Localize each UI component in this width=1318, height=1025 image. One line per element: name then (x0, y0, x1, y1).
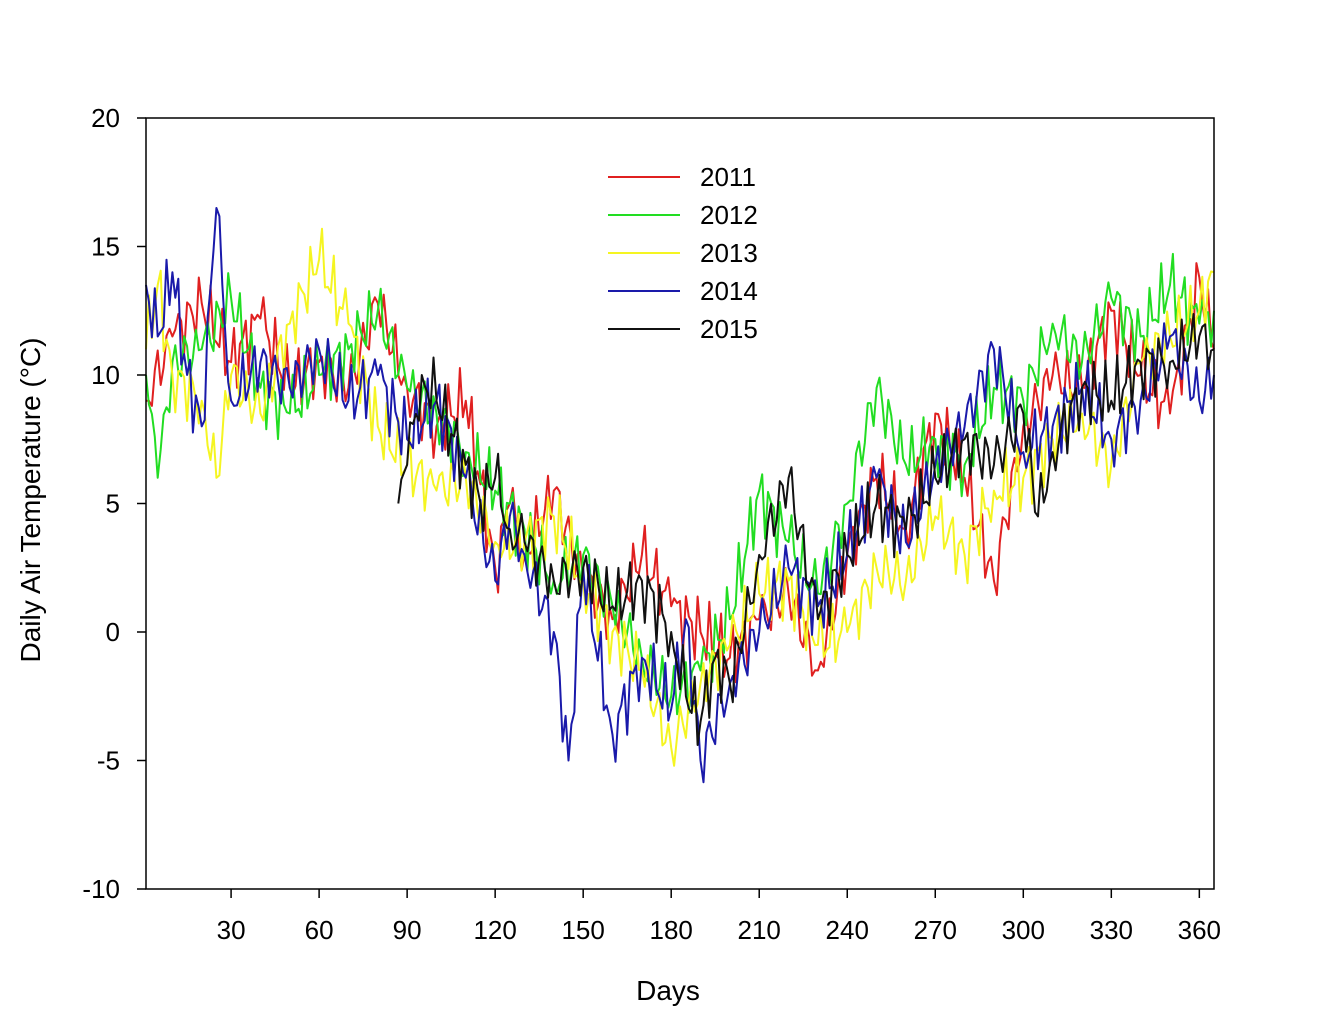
x-tick-label: 330 (1090, 915, 1133, 945)
legend-label: 2011 (700, 162, 756, 192)
y-tick-label: 20 (91, 103, 120, 133)
x-tick-label: 60 (305, 915, 334, 945)
series-line-2011 (145, 262, 1215, 684)
y-tick-label: 0 (106, 617, 120, 647)
x-tick-label: 150 (561, 915, 604, 945)
series-line-2015 (397, 313, 1215, 746)
x-tick-label: 240 (826, 915, 869, 945)
x-tick-label: 210 (738, 915, 781, 945)
x-axis: 30 60 90 120 150 180 210 240 270 300 330 360 (217, 889, 1221, 945)
y-tick-label: -5 (97, 746, 120, 776)
legend-label: 2012 (700, 200, 758, 230)
y-axis: -10 -5 0 5 10 15 20 (82, 103, 146, 904)
x-tick-label: 360 (1178, 915, 1221, 945)
y-tick-label: 15 (91, 232, 120, 262)
legend-label: 2014 (700, 276, 758, 306)
series-line-2012 (145, 252, 1215, 716)
x-tick-label: 90 (393, 915, 422, 945)
y-axis-title: Daily Air Temperature (°C) (15, 338, 46, 663)
x-tick-label: 270 (914, 915, 957, 945)
y-tick-label: 10 (91, 360, 120, 390)
series-layer (145, 207, 1215, 784)
x-tick-label: 180 (650, 915, 693, 945)
series-line-2013 (145, 227, 1215, 767)
y-tick-label: 5 (106, 489, 120, 519)
x-axis-title: Days (636, 975, 700, 1006)
legend-label: 2013 (700, 238, 758, 268)
legend-label: 2015 (700, 314, 758, 344)
legend: 2011 2012 2013 2014 2015 (608, 162, 758, 344)
x-tick-label: 30 (217, 915, 246, 945)
x-tick-label: 300 (1002, 915, 1045, 945)
x-tick-label: 120 (473, 915, 516, 945)
y-tick-label: -10 (82, 874, 120, 904)
plot-frame (145, 117, 1215, 890)
